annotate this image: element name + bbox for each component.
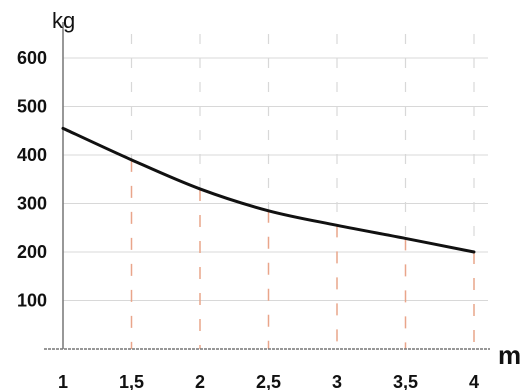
x-tick-label: 2 bbox=[195, 372, 205, 390]
y-tick-label: 300 bbox=[17, 194, 47, 214]
series-line bbox=[61, 126, 476, 254]
x-tick-label: 1,5 bbox=[119, 372, 144, 390]
x-tick-label: 4 bbox=[469, 372, 479, 390]
axes bbox=[44, 22, 490, 350]
y-tick-label: 400 bbox=[17, 145, 47, 165]
y-tick-label: 600 bbox=[17, 48, 47, 68]
x-tick-label: 2,5 bbox=[256, 372, 281, 390]
tick-labels: 1 1,5 2 2,5 3 3,5 4 100 200 300 400 500 600 bbox=[17, 48, 479, 390]
y-tick-label: 100 bbox=[17, 291, 47, 311]
x-tick-label: 3 bbox=[332, 372, 342, 390]
grid bbox=[63, 34, 488, 349]
x-tick-label: 1 bbox=[58, 372, 68, 390]
x-axis-label: m bbox=[498, 340, 521, 370]
y-axis-label: kg bbox=[52, 8, 75, 33]
x-tick-label: 3,5 bbox=[393, 372, 418, 390]
y-tick-label: 500 bbox=[17, 97, 47, 117]
y-tick-label: 200 bbox=[17, 242, 47, 262]
